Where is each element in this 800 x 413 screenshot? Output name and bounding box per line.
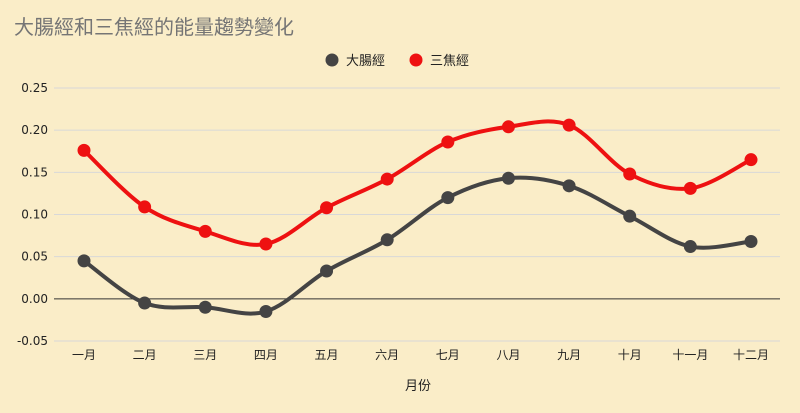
gridlines: [54, 87, 780, 342]
data-point[interactable]: [198, 224, 212, 238]
data-point[interactable]: [198, 300, 212, 314]
data-point[interactable]: [380, 233, 394, 247]
series-1: [77, 171, 758, 318]
legend: 大腸經 三焦經: [325, 53, 469, 69]
x-axis-title: 月份: [405, 379, 431, 394]
x-tick-label: 一月: [72, 348, 96, 362]
chart-title: 大腸經和三焦經的能量趨勢變化: [14, 15, 294, 39]
data-point[interactable]: [744, 234, 758, 248]
y-tick-label: 0.00: [21, 292, 48, 306]
x-tick-label: 六月: [375, 348, 399, 362]
x-tick-label: 八月: [496, 348, 520, 362]
data-point[interactable]: [441, 135, 455, 149]
y-tick-label: 0.10: [21, 208, 48, 222]
data-point[interactable]: [562, 118, 576, 132]
data-point[interactable]: [380, 172, 394, 186]
data-point[interactable]: [77, 254, 91, 268]
legend-label[interactable]: 大腸經: [346, 54, 385, 69]
x-axis-ticks: 一月 二月 三月 四月 五月 六月 七月 八月 九月 十月 十一月 十二月: [72, 348, 769, 362]
data-point[interactable]: [441, 191, 455, 205]
x-tick-label: 五月: [315, 348, 339, 362]
x-tick-label: 十月: [618, 348, 642, 362]
y-tick-label: 0.25: [21, 81, 48, 95]
legend-marker: [409, 53, 423, 67]
data-point[interactable]: [77, 143, 91, 157]
data-point[interactable]: [744, 153, 758, 167]
data-point[interactable]: [623, 209, 637, 223]
data-point[interactable]: [259, 237, 273, 251]
legend-marker: [325, 53, 339, 67]
data-point[interactable]: [501, 171, 515, 185]
x-tick-label: 四月: [254, 348, 278, 362]
data-point[interactable]: [562, 179, 576, 193]
data-point[interactable]: [501, 120, 515, 134]
x-tick-label: 二月: [133, 348, 157, 362]
x-tick-label: 十一月: [672, 348, 708, 362]
y-tick-label: 0.05: [21, 250, 48, 264]
data-point[interactable]: [683, 181, 697, 195]
series-line: [82, 175, 753, 316]
y-tick-label: 0.15: [21, 165, 48, 179]
data-point[interactable]: [138, 296, 152, 310]
x-tick-label: 十二月: [733, 348, 769, 362]
series-lines: [77, 118, 758, 318]
legend-label[interactable]: 三焦經: [430, 54, 469, 69]
data-point[interactable]: [320, 264, 334, 278]
x-tick-label: 九月: [557, 348, 581, 362]
y-tick-label: -0.05: [17, 334, 48, 348]
data-point[interactable]: [320, 201, 334, 215]
series-2: [77, 118, 758, 251]
y-tick-label: 0.20: [21, 123, 48, 137]
x-tick-label: 七月: [436, 348, 460, 362]
data-point[interactable]: [623, 167, 637, 181]
data-point[interactable]: [683, 240, 697, 254]
data-point[interactable]: [259, 304, 273, 318]
x-tick-label: 三月: [193, 348, 217, 362]
data-point[interactable]: [138, 200, 152, 214]
y-axis-ticks: -0.05 0.00 0.05 0.10 0.15 0.20 0.25: [17, 81, 48, 348]
